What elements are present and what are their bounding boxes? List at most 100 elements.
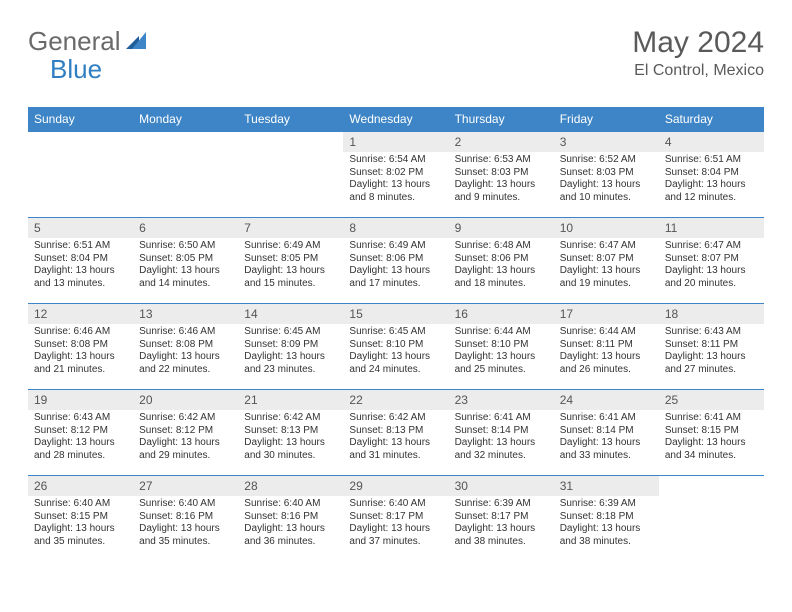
sunrise-text: Sunrise: 6:49 AM [244,240,337,253]
daylight-text: Daylight: 13 hours and 32 minutes. [455,437,548,462]
weekday-header: Monday [133,107,238,132]
calendar-day-cell: 8Sunrise: 6:49 AMSunset: 8:06 PMDaylight… [343,218,448,304]
sunset-text: Sunset: 8:03 PM [455,167,548,180]
logo-text-blue: Blue [50,54,102,85]
calendar-day-cell: 9Sunrise: 6:48 AMSunset: 8:06 PMDaylight… [449,218,554,304]
calendar-day-cell: 5Sunrise: 6:51 AMSunset: 8:04 PMDaylight… [28,218,133,304]
sunset-text: Sunset: 8:06 PM [455,253,548,266]
daylight-text: Daylight: 13 hours and 8 minutes. [349,179,442,204]
daylight-text: Daylight: 13 hours and 12 minutes. [665,179,758,204]
sunset-text: Sunset: 8:17 PM [349,511,442,524]
sunset-text: Sunset: 8:07 PM [665,253,758,266]
sunrise-text: Sunrise: 6:53 AM [455,154,548,167]
daylight-text: Daylight: 13 hours and 30 minutes. [244,437,337,462]
sunrise-text: Sunrise: 6:47 AM [665,240,758,253]
calendar-day-cell: 11Sunrise: 6:47 AMSunset: 8:07 PMDayligh… [659,218,764,304]
day-number: 27 [133,476,238,496]
daylight-text: Daylight: 13 hours and 38 minutes. [560,523,653,548]
day-details: Sunrise: 6:40 AMSunset: 8:16 PMDaylight:… [238,496,343,552]
calendar-day-cell: 6Sunrise: 6:50 AMSunset: 8:05 PMDaylight… [133,218,238,304]
day-number [238,132,343,150]
sunrise-text: Sunrise: 6:40 AM [349,498,442,511]
daylight-text: Daylight: 13 hours and 22 minutes. [139,351,232,376]
daylight-text: Daylight: 13 hours and 33 minutes. [560,437,653,462]
day-number: 12 [28,304,133,324]
daylight-text: Daylight: 13 hours and 28 minutes. [34,437,127,462]
sunset-text: Sunset: 8:16 PM [244,511,337,524]
sunrise-text: Sunrise: 6:52 AM [560,154,653,167]
day-details: Sunrise: 6:52 AMSunset: 8:03 PMDaylight:… [554,152,659,208]
day-number: 16 [449,304,554,324]
calendar-day-cell: 19Sunrise: 6:43 AMSunset: 8:12 PMDayligh… [28,390,133,476]
sunrise-text: Sunrise: 6:50 AM [139,240,232,253]
daylight-text: Daylight: 13 hours and 18 minutes. [455,265,548,290]
calendar-day-cell [659,476,764,560]
day-number: 25 [659,390,764,410]
daylight-text: Daylight: 13 hours and 38 minutes. [455,523,548,548]
day-details: Sunrise: 6:47 AMSunset: 8:07 PMDaylight:… [659,238,764,294]
calendar-day-cell: 22Sunrise: 6:42 AMSunset: 8:13 PMDayligh… [343,390,448,476]
day-details: Sunrise: 6:49 AMSunset: 8:05 PMDaylight:… [238,238,343,294]
day-number [133,132,238,150]
day-details: Sunrise: 6:40 AMSunset: 8:17 PMDaylight:… [343,496,448,552]
sunrise-text: Sunrise: 6:42 AM [139,412,232,425]
day-number: 11 [659,218,764,238]
sunrise-text: Sunrise: 6:40 AM [244,498,337,511]
day-details: Sunrise: 6:48 AMSunset: 8:06 PMDaylight:… [449,238,554,294]
daylight-text: Daylight: 13 hours and 17 minutes. [349,265,442,290]
sunset-text: Sunset: 8:17 PM [455,511,548,524]
sunrise-text: Sunrise: 6:39 AM [560,498,653,511]
logo-mark-icon [126,26,146,57]
sunrise-text: Sunrise: 6:47 AM [560,240,653,253]
sunset-text: Sunset: 8:18 PM [560,511,653,524]
day-details: Sunrise: 6:46 AMSunset: 8:08 PMDaylight:… [133,324,238,380]
month-title: May 2024 [632,26,764,60]
weekday-header: Tuesday [238,107,343,132]
day-number: 29 [343,476,448,496]
sunrise-text: Sunrise: 6:46 AM [139,326,232,339]
weekday-header: Friday [554,107,659,132]
day-number: 26 [28,476,133,496]
sunrise-text: Sunrise: 6:51 AM [665,154,758,167]
calendar-day-cell [28,132,133,218]
weekday-header: Sunday [28,107,133,132]
day-details: Sunrise: 6:53 AMSunset: 8:03 PMDaylight:… [449,152,554,208]
daylight-text: Daylight: 13 hours and 35 minutes. [34,523,127,548]
calendar-day-cell: 28Sunrise: 6:40 AMSunset: 8:16 PMDayligh… [238,476,343,560]
calendar-week-row: 26Sunrise: 6:40 AMSunset: 8:15 PMDayligh… [28,476,764,560]
sunset-text: Sunset: 8:14 PM [560,425,653,438]
calendar-day-cell: 3Sunrise: 6:52 AMSunset: 8:03 PMDaylight… [554,132,659,218]
sunrise-text: Sunrise: 6:39 AM [455,498,548,511]
calendar-day-cell: 10Sunrise: 6:47 AMSunset: 8:07 PMDayligh… [554,218,659,304]
day-number: 4 [659,132,764,152]
daylight-text: Daylight: 13 hours and 13 minutes. [34,265,127,290]
calendar-day-cell: 4Sunrise: 6:51 AMSunset: 8:04 PMDaylight… [659,132,764,218]
day-number: 30 [449,476,554,496]
daylight-text: Daylight: 13 hours and 10 minutes. [560,179,653,204]
calendar-day-cell: 14Sunrise: 6:45 AMSunset: 8:09 PMDayligh… [238,304,343,390]
day-details: Sunrise: 6:44 AMSunset: 8:11 PMDaylight:… [554,324,659,380]
sunrise-text: Sunrise: 6:42 AM [244,412,337,425]
day-details: Sunrise: 6:42 AMSunset: 8:13 PMDaylight:… [343,410,448,466]
day-number: 15 [343,304,448,324]
sunrise-text: Sunrise: 6:43 AM [665,326,758,339]
calendar-day-cell: 15Sunrise: 6:45 AMSunset: 8:10 PMDayligh… [343,304,448,390]
sunrise-text: Sunrise: 6:41 AM [560,412,653,425]
calendar-week-row: 12Sunrise: 6:46 AMSunset: 8:08 PMDayligh… [28,304,764,390]
daylight-text: Daylight: 13 hours and 29 minutes. [139,437,232,462]
day-number: 1 [343,132,448,152]
calendar-day-cell: 25Sunrise: 6:41 AMSunset: 8:15 PMDayligh… [659,390,764,476]
calendar-day-cell: 26Sunrise: 6:40 AMSunset: 8:15 PMDayligh… [28,476,133,560]
sunset-text: Sunset: 8:05 PM [244,253,337,266]
sunrise-text: Sunrise: 6:44 AM [455,326,548,339]
calendar-day-cell: 27Sunrise: 6:40 AMSunset: 8:16 PMDayligh… [133,476,238,560]
sunset-text: Sunset: 8:11 PM [560,339,653,352]
sunrise-text: Sunrise: 6:42 AM [349,412,442,425]
sunrise-text: Sunrise: 6:49 AM [349,240,442,253]
daylight-text: Daylight: 13 hours and 34 minutes. [665,437,758,462]
daylight-text: Daylight: 13 hours and 14 minutes. [139,265,232,290]
day-number: 7 [238,218,343,238]
day-number: 20 [133,390,238,410]
day-details: Sunrise: 6:42 AMSunset: 8:13 PMDaylight:… [238,410,343,466]
calendar-week-row: 1Sunrise: 6:54 AMSunset: 8:02 PMDaylight… [28,132,764,218]
